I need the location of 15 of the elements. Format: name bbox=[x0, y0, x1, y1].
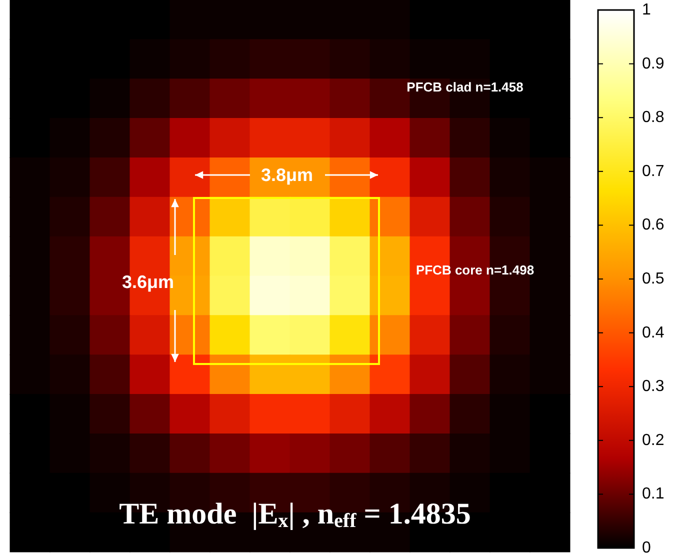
annotation: 3.8μm bbox=[260, 165, 314, 185]
color-bar-label: 0.9 bbox=[642, 55, 664, 72]
annotation: PFCB clad n=1.458 bbox=[406, 80, 524, 94]
color-bar-label: 0.7 bbox=[642, 162, 664, 180]
color-bar-label: 0.4 bbox=[642, 324, 664, 342]
color-bar-label: 0.3 bbox=[642, 378, 664, 396]
color-bar-label: 0.2 bbox=[642, 432, 664, 449]
color-bar-label: 0.8 bbox=[642, 109, 664, 126]
color-bar-label: 0 bbox=[642, 540, 651, 556]
color-bar-label: 0.5 bbox=[642, 270, 664, 288]
color-bar-label: 0.6 bbox=[642, 216, 664, 234]
annotation: PFCB core n=1.498 bbox=[416, 262, 534, 278]
color-bar-label: 1 bbox=[642, 2, 651, 18]
color-bar-label: 0.1 bbox=[642, 486, 664, 503]
annotation: 3.6μm bbox=[122, 272, 174, 292]
